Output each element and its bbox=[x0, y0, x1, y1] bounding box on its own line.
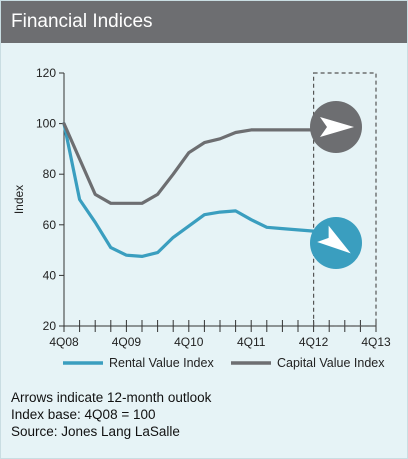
down-right-arrow-icon bbox=[317, 225, 351, 254]
series-line-rental-value-index bbox=[62, 121, 316, 258]
legend-label: Capital Value Index bbox=[277, 356, 385, 370]
x-tick-label: 4Q08 bbox=[49, 335, 79, 349]
y-tick-label: 60 bbox=[43, 218, 57, 232]
y-tick-label: 40 bbox=[43, 268, 57, 282]
series-line-capital-value-index bbox=[62, 121, 316, 205]
note-source: Source: Jones Lang LaSalle bbox=[11, 424, 180, 439]
y-tick-label: 80 bbox=[43, 167, 57, 181]
x-tick-label: 4Q09 bbox=[112, 335, 142, 349]
note-index-base: Index base: 4Q08 = 100 bbox=[11, 407, 156, 422]
y-tick-label: 120 bbox=[36, 66, 56, 80]
x-tick-label: 4Q11 bbox=[237, 335, 266, 349]
right-arrow-icon bbox=[320, 117, 354, 137]
line-chart: 20 40 60 80 100 120 Index 4Q08 4Q09 4Q10 4Q11 4Q12 4… bbox=[12, 66, 391, 370]
x-tick-label: 4Q10 bbox=[174, 335, 204, 349]
y-axis-title: Index bbox=[12, 185, 26, 214]
y-tick-label: 20 bbox=[43, 319, 57, 333]
chart-notes: Arrows indicate 12-month outlook Index b… bbox=[11, 389, 211, 440]
x-tick-label: 4Q12 bbox=[299, 335, 329, 349]
x-tick-label: 4Q13 bbox=[361, 335, 391, 349]
panel-title: Financial Indices bbox=[1, 1, 407, 43]
note-outlook: Arrows indicate 12-month outlook bbox=[11, 390, 212, 405]
outlook-region bbox=[313, 72, 377, 327]
legend-label: Rental Value Index bbox=[109, 356, 214, 370]
y-tick-label: 100 bbox=[36, 117, 56, 131]
